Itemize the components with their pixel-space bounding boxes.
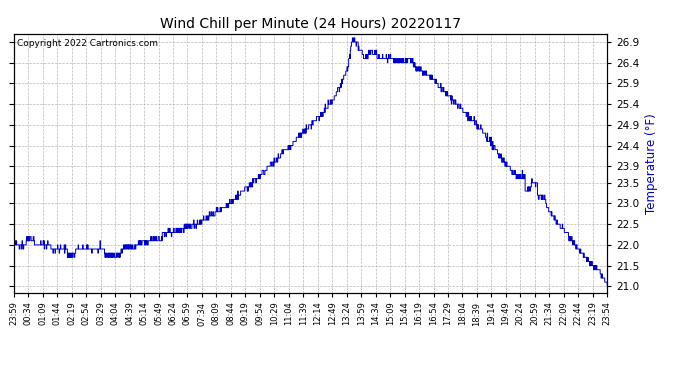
Text: Copyright 2022 Cartronics.com: Copyright 2022 Cartronics.com xyxy=(17,39,158,48)
Y-axis label: Temperature (°F): Temperature (°F) xyxy=(645,113,658,213)
Title: Wind Chill per Minute (24 Hours) 20220117: Wind Chill per Minute (24 Hours) 2022011… xyxy=(160,17,461,31)
